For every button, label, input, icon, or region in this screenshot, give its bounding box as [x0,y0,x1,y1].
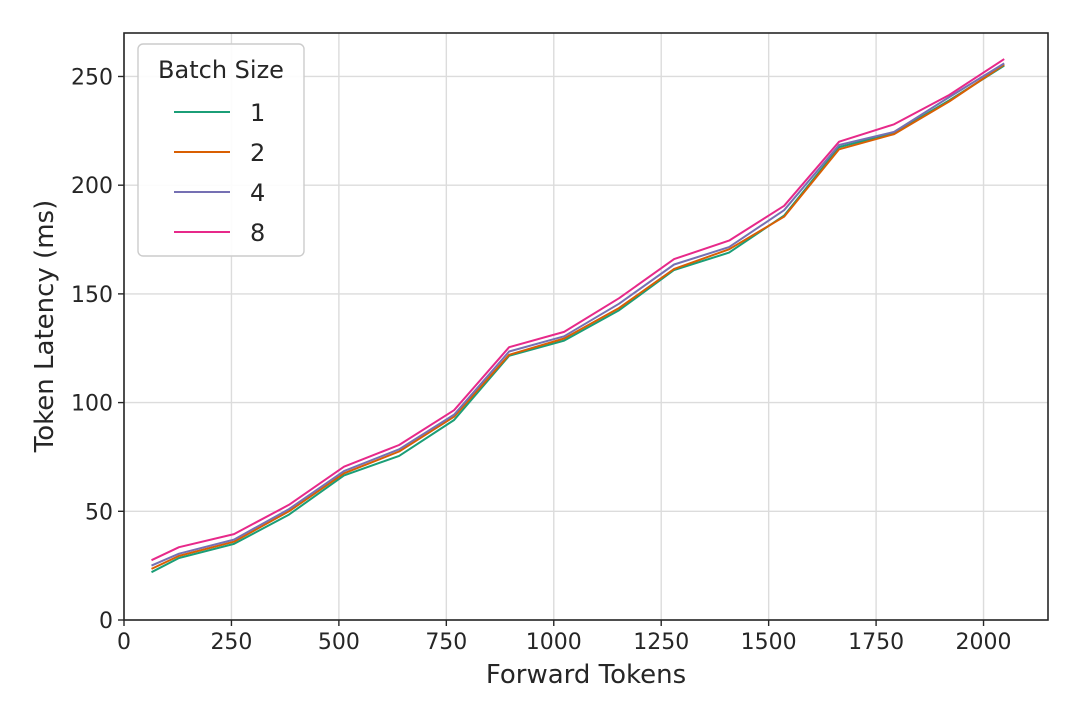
series-line-batch-2 [151,63,1005,570]
y-tick-label: 50 [85,500,113,525]
legend-label-batch-4: 4 [250,179,265,207]
legend: Batch Size 1 2 4 8 [137,43,305,257]
x-tick-label: 500 [318,630,360,655]
series-line-batch-1 [151,64,1005,574]
y-tick-label: 0 [99,609,113,634]
x-tick-label: 2000 [956,630,1012,655]
x-tick-label: 0 [117,630,131,655]
x-tick-label: 1500 [741,630,797,655]
legend-label-batch-2: 2 [250,139,265,167]
y-tick-label: 250 [71,65,113,90]
legend-label-batch-1: 1 [250,99,265,127]
y-tick-label: 200 [71,174,113,199]
x-tick-label: 750 [425,630,467,655]
x-tick-label: 1750 [848,630,904,655]
series-line-batch-4 [151,62,1005,567]
y-axis-label: Token Latency (ms) [30,200,60,453]
series-lines [151,58,1005,574]
y-tick-label: 100 [71,392,113,417]
legend-label-batch-8: 8 [250,219,265,247]
plot-frame [123,32,1049,621]
x-tick-label: 250 [210,630,252,655]
x-axis-label: Forward Tokens [486,660,686,690]
y-tick-label: 150 [71,283,113,308]
x-tick-label: 1000 [526,630,582,655]
series-line-batch-8 [151,58,1005,562]
legend-items: 1 2 4 8 [174,99,265,247]
axis-ticks: 0 250 500 750 1000 1250 1500 1750 20000501001502… [71,65,1012,655]
x-tick-label: 1250 [633,630,689,655]
legend-title: Batch Size [158,56,284,84]
legend-box [137,43,305,257]
